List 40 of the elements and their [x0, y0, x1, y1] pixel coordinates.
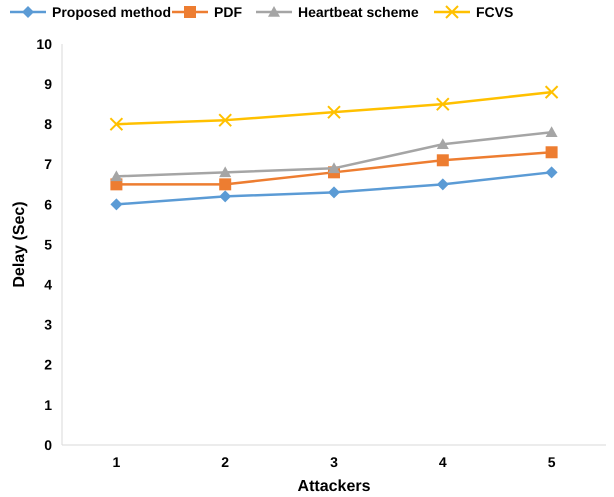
point [544, 85, 559, 100]
point [328, 186, 340, 198]
point [436, 138, 449, 150]
point [328, 162, 340, 174]
legend-label: PDF [214, 4, 242, 20]
y-axis-title: Delay (Sec) [11, 201, 28, 288]
point [546, 166, 558, 178]
y-tick-label: 2 [44, 356, 52, 373]
point [219, 166, 232, 178]
point [218, 113, 232, 128]
y-tick-label: 7 [44, 156, 52, 172]
y-tick-label: 4 [44, 276, 52, 292]
point [436, 178, 449, 190]
x-tick-label: 1 [112, 454, 120, 470]
x-tick-label: 4 [438, 454, 447, 470]
x-tick-label: 2 [221, 454, 230, 470]
point [110, 198, 122, 210]
point [110, 170, 122, 182]
x-axis-title: Attackers [298, 478, 371, 495]
y-tick-label: 8 [44, 116, 52, 132]
legend-label: Heartbeat scheme [298, 4, 419, 20]
point [546, 146, 558, 158]
legend-label: FCVS [476, 4, 514, 20]
y-tick-label: 10 [36, 36, 52, 52]
y-tick-label: 6 [44, 196, 52, 212]
legend-label: Proposed method [52, 4, 172, 20]
point [327, 105, 341, 120]
point [109, 117, 124, 132]
point [436, 97, 450, 112]
y-tick-label: 0 [44, 436, 52, 453]
point [219, 178, 232, 190]
x-tick-label: 3 [330, 454, 338, 470]
y-tick-label: 1 [44, 396, 52, 413]
y-tick-label: 9 [44, 76, 52, 92]
y-tick-label: 3 [44, 316, 52, 333]
point [219, 190, 232, 202]
y-tick-label: 5 [44, 236, 52, 252]
x-tick-label: 5 [548, 454, 556, 470]
point [546, 126, 558, 138]
point [436, 154, 449, 166]
